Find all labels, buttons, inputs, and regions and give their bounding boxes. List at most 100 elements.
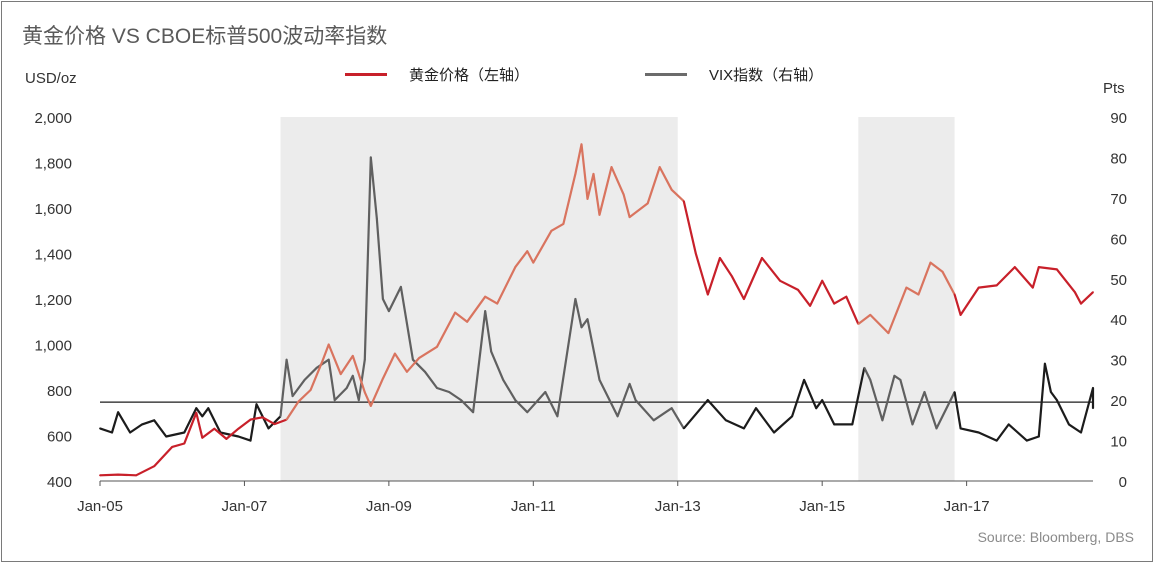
series-1-point-76 <box>959 427 962 430</box>
series-1-point-1 <box>111 431 113 434</box>
series-1-point-33 <box>424 370 426 373</box>
series-0-point-3 <box>153 465 156 468</box>
series-0-point-56 <box>797 289 800 291</box>
series-0-point-53 <box>743 298 745 300</box>
series-1-point-84 <box>1055 399 1058 402</box>
series-0-point-0 <box>99 474 101 477</box>
series-0-point-5 <box>183 442 186 445</box>
y-left-tick-label-5: 1,400 <box>34 247 72 264</box>
series-0-point-18 <box>327 343 330 346</box>
series-1-point-6 <box>165 435 168 438</box>
series-0-point-30 <box>484 295 487 298</box>
series-1-point-88 <box>1092 407 1094 410</box>
series-0-point-14 <box>285 418 288 421</box>
series-1-line-segment-4 <box>953 362 1095 442</box>
series-1-point-31 <box>400 285 402 288</box>
series-1-point-59 <box>755 407 757 410</box>
series-0-point-31 <box>496 302 499 305</box>
right-axis-unit: Pts <box>1103 80 1125 97</box>
series-0-point-41 <box>598 213 601 216</box>
series-1-point-58 <box>743 427 745 430</box>
series-1-point-56 <box>706 399 709 402</box>
y-left-tick-label-7: 1,800 <box>34 156 72 173</box>
legend-gold: 黄金价格（左轴） <box>345 64 529 85</box>
series-1-point-21 <box>327 358 330 361</box>
y-right-tick-label-4: 40 <box>1110 312 1127 329</box>
series-1-point-38 <box>484 310 487 313</box>
series-0-point-13 <box>273 423 276 426</box>
series-1-point-52 <box>652 419 655 422</box>
y-left-tick-label-8: 2,000 <box>34 110 72 127</box>
series-0-point-38 <box>580 143 583 146</box>
series-0-point-7 <box>201 436 204 439</box>
series-1-point-66 <box>851 423 854 426</box>
series-1-point-2 <box>117 411 119 414</box>
series-1-point-63 <box>815 407 818 410</box>
series-1-point-19 <box>303 378 306 381</box>
series-0-point-46 <box>658 166 661 168</box>
series-0-point-36 <box>562 223 565 225</box>
series-1-point-48 <box>598 378 601 381</box>
series-1-point-65 <box>833 423 836 426</box>
series-1-point-4 <box>141 423 144 426</box>
y-right-tick-label-6: 60 <box>1110 231 1127 248</box>
legend-vix: VIX指数（右轴） <box>645 64 823 85</box>
series-0-point-28 <box>454 311 456 314</box>
series-0-point-76 <box>1074 291 1076 294</box>
series-1-point-51 <box>634 399 637 402</box>
series-1-point-9 <box>201 415 204 418</box>
series-0-point-55 <box>779 279 781 282</box>
series-1-point-28 <box>375 217 378 220</box>
series-1-point-81 <box>1037 435 1040 438</box>
series-1-point-53 <box>664 411 667 414</box>
series-0-point-69 <box>959 314 962 316</box>
series-1-point-57 <box>724 419 727 422</box>
series-1-point-26 <box>363 358 366 361</box>
y-left-tick-label-0: 400 <box>47 474 72 491</box>
series-0-point-50 <box>706 293 709 296</box>
series-0-point-20 <box>351 354 354 357</box>
series-0-point-59 <box>833 302 836 305</box>
series-1-point-41 <box>514 399 517 402</box>
series-1-point-72 <box>911 423 914 426</box>
series-1-point-67 <box>863 366 866 369</box>
series-0-point-73 <box>1031 286 1034 289</box>
series-0-point-52 <box>731 275 733 278</box>
series-0-point-42 <box>610 166 613 168</box>
series-0-point-17 <box>321 359 324 362</box>
series-0-point-32 <box>514 266 517 269</box>
y-right-tick-label-8: 80 <box>1110 150 1127 167</box>
y-left-tick-label-2: 800 <box>47 383 72 400</box>
series-0-point-70 <box>977 286 980 289</box>
series-1-point-79 <box>1007 423 1010 426</box>
series-1-point-7 <box>183 431 186 434</box>
legend-vix-swatch <box>645 73 687 76</box>
series-1-point-15 <box>267 427 270 430</box>
legend-gold-label: 黄金价格（左轴） <box>409 67 530 84</box>
x-tick-label-2: Jan-09 <box>366 498 412 515</box>
series-1-point-83 <box>1049 391 1052 393</box>
series-1-point-55 <box>682 427 685 430</box>
y-right-tick-label-3: 30 <box>1110 353 1127 370</box>
series-0-point-2 <box>135 474 138 477</box>
series-1-point-32 <box>412 358 414 361</box>
series-1-point-74 <box>935 427 938 430</box>
series-1-point-30 <box>387 310 390 313</box>
series-0-point-35 <box>550 229 553 232</box>
series-0-point-40 <box>592 172 595 175</box>
y-right-tick-label-9: 90 <box>1110 110 1127 127</box>
series-1-point-46 <box>580 326 583 329</box>
series-0-point-47 <box>670 188 673 191</box>
series-1-point-13 <box>249 439 252 442</box>
y-right-tick-label-7: 70 <box>1110 191 1127 208</box>
series-1-point-40 <box>502 378 505 381</box>
series-1-point-24 <box>351 374 354 377</box>
series-1-point-85 <box>1068 423 1070 426</box>
series-1-point-75 <box>953 391 956 393</box>
x-tick-label-3: Jan-11 <box>511 498 556 515</box>
series-0-point-64 <box>905 286 908 289</box>
series-1-point-54 <box>670 407 673 410</box>
series-0-point-1 <box>117 473 119 476</box>
series-1-point-70 <box>893 374 896 377</box>
series-1-point-87 <box>1092 387 1094 389</box>
